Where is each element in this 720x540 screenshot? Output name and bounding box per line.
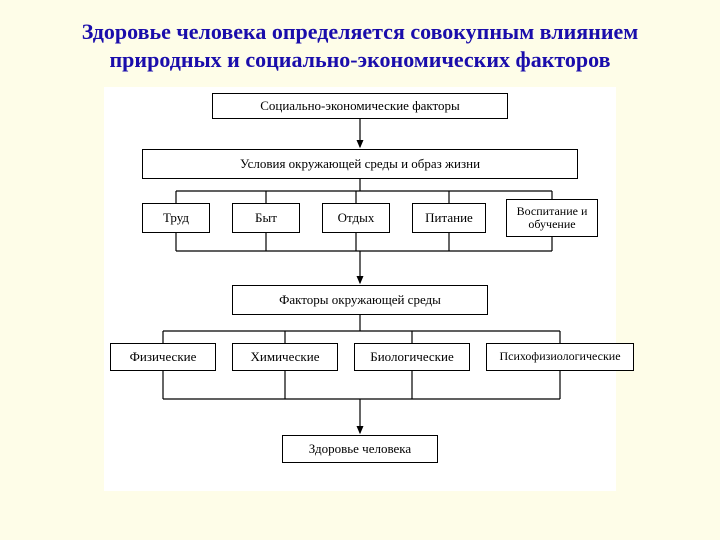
- node-labor: Труд: [142, 203, 210, 233]
- page-title: Здоровье человека определяется совокупны…: [0, 0, 720, 81]
- node-life: Быт: [232, 203, 300, 233]
- node-phys: Физические: [110, 343, 216, 371]
- node-bio: Биологические: [354, 343, 470, 371]
- node-rest: Отдых: [322, 203, 390, 233]
- node-edu: Воспитание и обучение: [506, 199, 598, 237]
- node-chem: Химические: [232, 343, 338, 371]
- node-food: Питание: [412, 203, 486, 233]
- diagram-canvas: Социально-экономические факторы Условия …: [104, 87, 616, 491]
- node-psycho: Психофизиологические: [486, 343, 634, 371]
- node-socio: Социально-экономические факторы: [212, 93, 508, 119]
- node-env: Факторы окружающей среды: [232, 285, 488, 315]
- node-conditions: Условия окружающей среды и образ жизни: [142, 149, 578, 179]
- node-health: Здоровье человека: [282, 435, 438, 463]
